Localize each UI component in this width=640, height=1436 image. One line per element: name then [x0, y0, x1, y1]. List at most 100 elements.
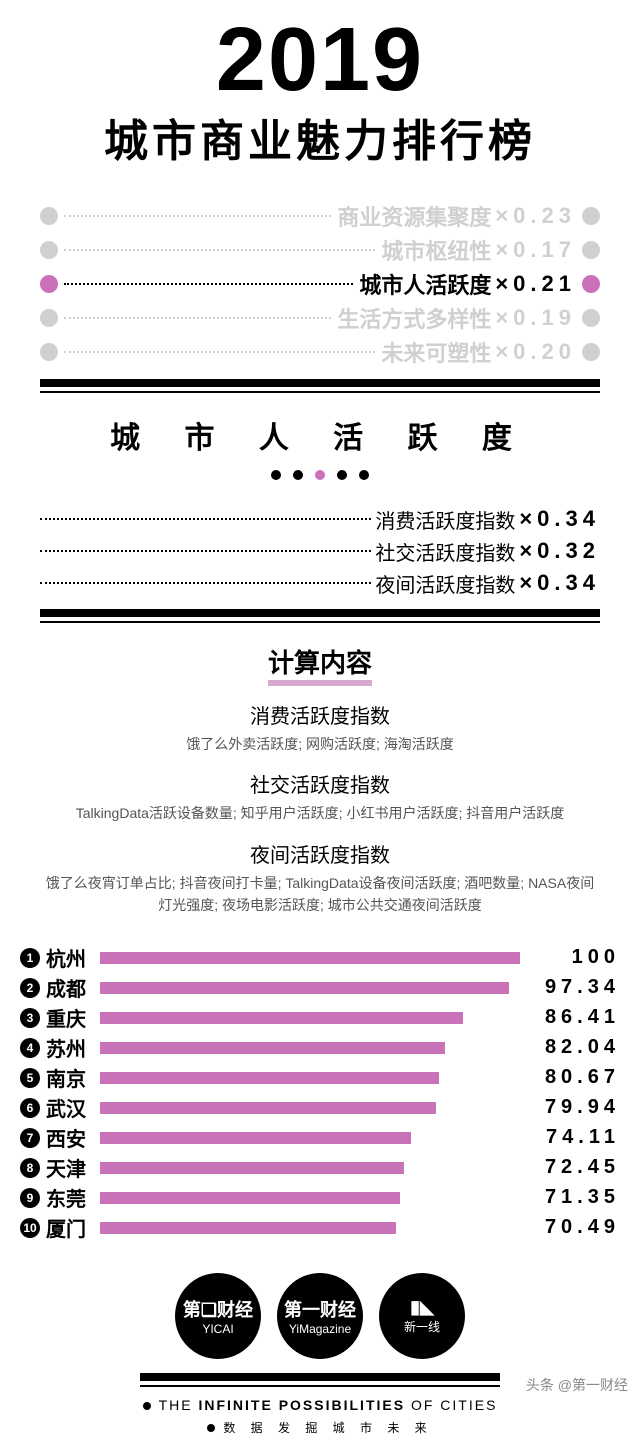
divider-thick — [140, 1373, 500, 1381]
calc-group: 消费活跃度指数饿了么外卖活跃度; 网购活跃度; 海淘活跃度 — [0, 700, 640, 755]
calc-group: 社交活跃度指数TalkingData活跃设备数量; 知乎用户活跃度; 小红书用户… — [0, 769, 640, 824]
logo-badge: 第❑财经YICAI — [175, 1273, 261, 1359]
bar-track — [100, 982, 520, 994]
dimension-weight: ×0.20 — [495, 339, 576, 365]
sub-dimension-weight: ×0.34 — [519, 506, 600, 532]
rank-badge: 3 — [20, 1008, 40, 1028]
sub-dimension-weight: ×0.34 — [519, 570, 600, 596]
city-label: 厦门 — [46, 1213, 100, 1242]
pager-dots — [0, 467, 640, 485]
logo-badge: 第一财经YiMagazine — [277, 1273, 363, 1359]
bar-track — [100, 1072, 520, 1084]
chart-row: 2 成都 97.34 — [20, 973, 620, 1003]
rank-badge: 5 — [20, 1068, 40, 1088]
footer-logos: 第❑财经YICAI第一财经YiMagazine▮◣新一线 — [0, 1273, 640, 1359]
dot-icon — [582, 275, 600, 293]
bar — [100, 1072, 439, 1084]
pager-dot — [315, 470, 325, 480]
chart-row: 4苏州82.04 — [20, 1033, 620, 1063]
source-caption: 头条 @第一财经 — [526, 1375, 628, 1395]
bar — [100, 1162, 404, 1174]
dimension-row: 未来可塑性×0.20 — [40, 335, 600, 369]
dot-icon — [582, 241, 600, 259]
bar-track — [100, 1222, 520, 1234]
dotted-line — [64, 283, 353, 285]
bar-track — [100, 1192, 520, 1204]
score-value: 79.94 — [530, 1096, 620, 1119]
dotted-line — [64, 317, 331, 319]
chart-row: 8 天津 72.45 — [20, 1153, 620, 1183]
bar — [100, 1192, 400, 1204]
sub-dimension-label: 社交活跃度指数 — [375, 537, 515, 566]
rank-badge: 8 — [20, 1158, 40, 1178]
bar — [100, 1222, 396, 1234]
dot-icon — [582, 343, 600, 361]
city-label: 东莞 — [46, 1183, 100, 1212]
dotted-line — [64, 351, 375, 353]
dimension-row: 城市枢纽性×0.17 — [40, 233, 600, 267]
score-value: 74.11 — [530, 1126, 620, 1149]
dimension-weight: ×0.17 — [495, 237, 576, 263]
score-value: 80.67 — [530, 1066, 620, 1089]
sub-dimension-row: 社交活跃度指数×0.32 — [40, 535, 600, 567]
city-label: 重庆 — [46, 1003, 100, 1032]
divider-thick — [40, 379, 600, 387]
dot-icon — [40, 309, 58, 327]
dot-icon — [582, 207, 600, 225]
city-label: 成都 — [46, 973, 100, 1002]
divider-thin — [140, 1385, 500, 1387]
dimension-label: 城市枢纽性 — [381, 234, 491, 266]
bar — [100, 1132, 411, 1144]
divider-thin — [40, 391, 600, 393]
dimension-row: 城市人活跃度×0.21 — [40, 267, 600, 301]
chart-row: 6 武汉 79.94 — [20, 1093, 620, 1123]
bar — [100, 1102, 436, 1114]
rank-badge: 4 — [20, 1038, 40, 1058]
dimension-weight: ×0.23 — [495, 203, 576, 229]
calc-group-title: 消费活跃度指数 — [0, 700, 640, 729]
rank-badge: 10 — [20, 1218, 40, 1238]
dot-icon — [582, 309, 600, 327]
dimension-label: 未来可塑性 — [381, 336, 491, 368]
calc-group-title: 夜间活跃度指数 — [0, 839, 640, 868]
city-label: 武汉 — [46, 1093, 100, 1122]
city-label: 苏州 — [46, 1033, 100, 1062]
chart-row: 7西安74.11 — [20, 1123, 620, 1153]
chart-row: 10厦门70.49 — [20, 1213, 620, 1243]
calc-group: 夜间活跃度指数饿了么夜宵订单占比; 抖音夜间打卡量; TalkingData设备… — [0, 839, 640, 917]
city-label: 杭州 — [46, 943, 100, 972]
calc-group-items: 饿了么外卖活跃度; 网购活跃度; 海淘活跃度 — [0, 733, 640, 755]
dot-icon — [40, 343, 58, 361]
bar-track — [100, 1132, 520, 1144]
dimension-weight: ×0.19 — [495, 305, 576, 331]
subtitle: 城市商业魅力排行榜 — [0, 105, 640, 169]
pager-dot — [271, 470, 281, 480]
divider-thick — [40, 609, 600, 617]
dimension-label: 商业资源集聚度 — [337, 200, 491, 232]
bullet-icon — [143, 1402, 151, 1410]
city-label: 西安 — [46, 1123, 100, 1152]
city-label: 天津 — [46, 1153, 100, 1182]
logo-badge: ▮◣新一线 — [379, 1273, 465, 1359]
calc-group-items: TalkingData活跃设备数量; 知乎用户活跃度; 小红书用户活跃度; 抖音… — [0, 802, 640, 824]
bar — [100, 982, 509, 994]
sub-dimension-row: 夜间活跃度指数×0.34 — [40, 567, 600, 599]
rank-badge: 6 — [20, 1098, 40, 1118]
sub-dimension-label: 消费活跃度指数 — [375, 505, 515, 534]
calc-section: 计算内容 消费活跃度指数饿了么外卖活跃度; 网购活跃度; 海淘活跃度社交活跃度指… — [0, 623, 640, 917]
bar-track — [100, 952, 520, 964]
bar-track — [100, 1012, 520, 1024]
tagline-en: THE INFINITE POSSIBILITIES OF CITIES — [0, 1397, 640, 1413]
dotted-line — [64, 249, 375, 251]
score-value: 71.35 — [530, 1186, 620, 1209]
dimension-weights: 商业资源集聚度×0.23城市枢纽性×0.17城市人活跃度×0.21生活方式多样性… — [40, 199, 600, 369]
year-title: 2019 — [0, 20, 640, 101]
rank-badge: 9 — [20, 1188, 40, 1208]
dimension-weight: ×0.21 — [495, 271, 576, 297]
chart-row: 3重庆86.41 — [20, 1003, 620, 1033]
calc-group-items: 饿了么夜宵订单占比; 抖音夜间打卡量; TalkingData设备夜间活跃度; … — [0, 872, 640, 917]
rank-badge: 2 — [20, 978, 40, 998]
score-value: 72.45 — [530, 1156, 620, 1179]
score-value: 97.34 — [530, 976, 620, 999]
bar — [100, 952, 520, 964]
